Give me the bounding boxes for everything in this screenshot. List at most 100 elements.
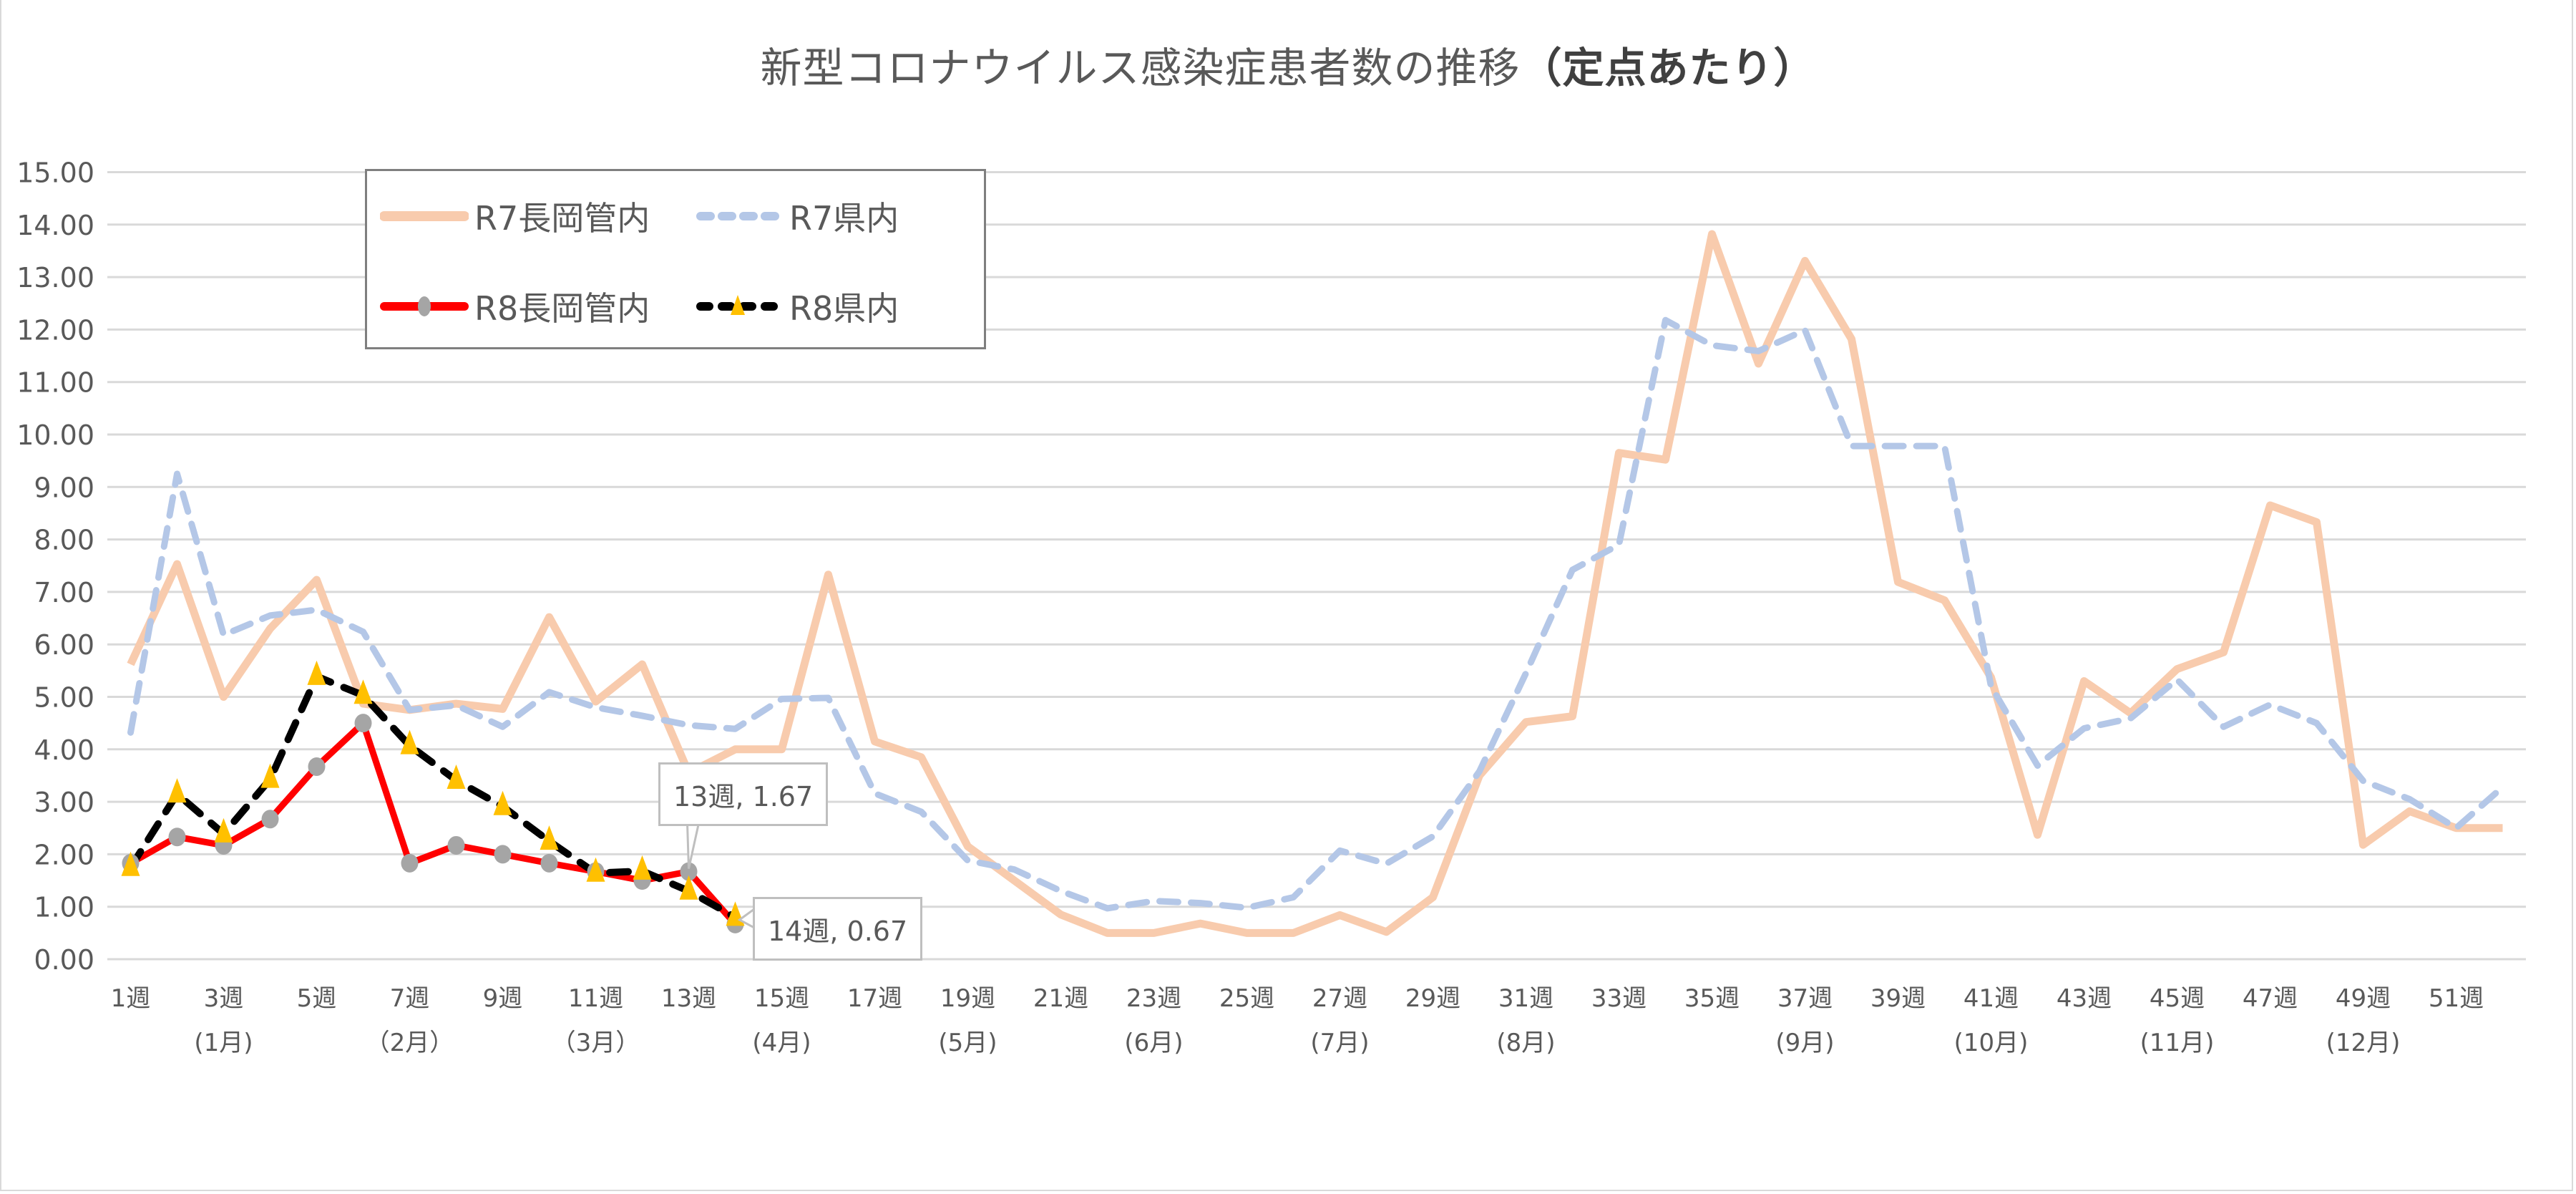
x-tick-label: 21週: [1033, 984, 1088, 1013]
circle-marker-icon: [261, 810, 279, 829]
circle-marker-icon: [401, 853, 419, 873]
chart-title-main: 新型コロナウイルス感染症患者数の推移: [760, 44, 1521, 92]
x-tick-label: 11週: [568, 984, 623, 1013]
circle-marker-icon: [308, 757, 326, 776]
x-axis-labels: 1週 3週 (1月) 5週 7週 （2月） 9週 11週 （3月） 13週 15週 (4月) 17週 19…: [111, 984, 2484, 1057]
legend-item-r7-nagaoka: R7長岡管内: [380, 193, 650, 240]
y-tick-label: 14.00: [16, 210, 94, 241]
series-line: [127, 316, 2506, 912]
x-tick-label: 31週: [1498, 984, 1553, 1013]
data-callout-week14: 14週, 0.67: [753, 897, 923, 961]
y-axis-labels: 0.00 1.00 2.00 3.00 4.00 5.00 6.00 7.00 8.00 9.00…: [16, 157, 94, 976]
x-tick-label: 23週: [1126, 984, 1181, 1013]
x-tick-label: 5週: [297, 984, 337, 1013]
y-tick-label: 11.00: [16, 367, 94, 399]
x-month-label: （3月）: [552, 1029, 640, 1057]
circle-marker-icon: [168, 827, 186, 847]
y-tick-label: 15.00: [16, 157, 94, 189]
circle-marker-icon: [354, 714, 372, 733]
x-month-label: (10月): [1954, 1029, 2029, 1057]
legend-item-r8-nagaoka: R8長岡管内: [380, 283, 650, 330]
x-month-label: (5月): [938, 1029, 997, 1057]
series-line: [129, 719, 738, 926]
triangle-marker-icon: [447, 765, 466, 790]
triangle-marker-icon: [353, 679, 373, 704]
x-month-label: (4月): [752, 1029, 811, 1057]
gridlines: [107, 171, 2526, 961]
x-tick-label: 51週: [2429, 984, 2484, 1013]
x-month-label: (12月): [2326, 1029, 2401, 1057]
x-tick-label: 39週: [1870, 984, 1926, 1013]
y-tick-label: 7.00: [34, 577, 94, 608]
x-month-label: (11月): [2140, 1029, 2215, 1057]
callout-pointer: [686, 822, 701, 869]
x-tick-label: 7週: [390, 984, 430, 1013]
triangle-marker-icon: [260, 763, 280, 788]
series-lines: [121, 230, 2506, 937]
x-tick-label: 35週: [1684, 984, 1740, 1013]
triangle-marker-icon: [540, 825, 559, 850]
x-tick-label: 13週: [661, 984, 716, 1013]
y-tick-label: 6.00: [34, 629, 94, 661]
x-tick-label: 41週: [1963, 984, 2019, 1013]
triangle-marker-icon: [586, 857, 605, 882]
y-tick-label: 4.00: [34, 734, 94, 766]
x-month-label: (1月): [194, 1029, 253, 1057]
triangle-marker-icon: [493, 790, 512, 815]
legend-label: R7長岡管内: [474, 199, 650, 238]
legend-swatch-solid-peach-icon: [380, 211, 469, 221]
x-month-label: (7月): [1310, 1029, 1369, 1057]
legend-swatch-red-circle-icon: [380, 296, 469, 316]
y-tick-label: 5.00: [34, 682, 94, 714]
legend-label: R7県内: [789, 199, 899, 238]
series-line: [127, 672, 739, 921]
x-tick-label: 43週: [2057, 984, 2112, 1013]
y-tick-label: 2.00: [34, 839, 94, 870]
circle-marker-icon: [680, 862, 698, 881]
x-tick-label: 17週: [847, 984, 902, 1013]
circle-marker-icon: [494, 845, 512, 864]
circle-marker-icon: [447, 835, 465, 855]
x-tick-label: 47週: [2243, 984, 2298, 1013]
triangle-marker-icon: [679, 875, 698, 900]
y-tick-label: 9.00: [34, 472, 94, 503]
x-tick-label: 9週: [483, 984, 523, 1013]
y-tick-label: 8.00: [34, 525, 94, 556]
triangle-marker-icon: [307, 660, 326, 685]
x-month-label: (8月): [1496, 1029, 1555, 1057]
x-tick-label: 15週: [754, 984, 809, 1013]
x-month-label: (6月): [1124, 1029, 1183, 1057]
x-tick-label: 33週: [1591, 984, 1646, 1013]
y-tick-label: 13.00: [16, 262, 94, 293]
legend-item-r8-prefecture: R8県内: [695, 283, 899, 330]
x-tick-label: 49週: [2336, 984, 2391, 1013]
legend-label: R8県内: [789, 289, 899, 328]
legend-swatch-dashed-blue-icon: [696, 212, 782, 220]
triangle-marker-icon: [121, 851, 140, 876]
x-tick-label: 45週: [2150, 984, 2205, 1013]
triangle-marker-icon: [167, 778, 187, 803]
x-month-label: （2月）: [366, 1029, 454, 1057]
y-tick-label: 12.00: [16, 314, 94, 346]
legend: R7長岡管内 R7県内 R8長岡管内 R8県内: [365, 169, 986, 349]
x-month-label: (9月): [1775, 1029, 1834, 1057]
series-line: [127, 230, 2503, 937]
y-tick-label: 10.00: [16, 419, 94, 451]
y-tick-label: 0.00: [34, 944, 94, 976]
triangle-marker-icon: [214, 817, 233, 843]
x-tick-label: 3週: [204, 984, 244, 1013]
chart-title: 新型コロナウイルス感染症患者数の推移（定点あたり）: [0, 34, 2576, 94]
legend-label: R8長岡管内: [474, 289, 650, 328]
y-tick-label: 3.00: [34, 787, 94, 818]
triangle-marker-icon: [400, 729, 419, 754]
legend-item-r7-prefecture: R7県内: [695, 193, 899, 240]
y-tick-label: 1.00: [34, 892, 94, 923]
x-tick-label: 27週: [1312, 984, 1367, 1013]
chart-title-bold: （定点あたり）: [1520, 44, 1816, 92]
x-tick-label: 19週: [940, 984, 995, 1013]
x-tick-label: 29週: [1405, 984, 1460, 1013]
x-tick-label: 25週: [1219, 984, 1274, 1013]
data-callout-week13: 13週, 1.67: [658, 762, 829, 826]
